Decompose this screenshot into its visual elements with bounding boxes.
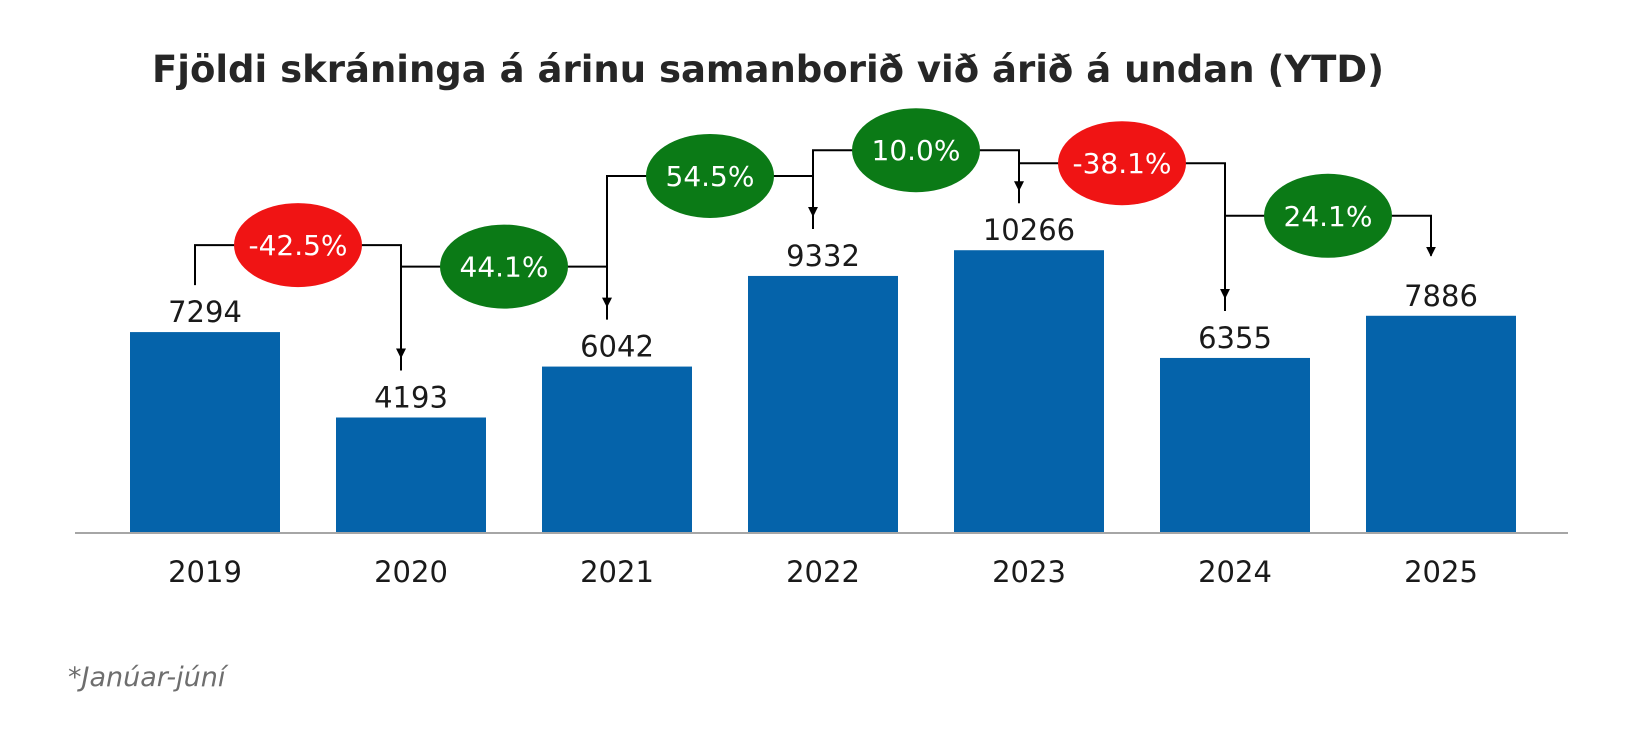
change-label-2019-2020: -42.5% — [248, 229, 347, 262]
bar-value-label-2025: 7886 — [1404, 279, 1478, 313]
bar-value-label-2021: 6042 — [580, 330, 654, 364]
bars-group: 7294 4193 6042 9332 10266 6355 7886 — [130, 213, 1516, 533]
x-tick-label-2024: 2024 — [1198, 555, 1272, 589]
bar-2023 — [954, 250, 1104, 533]
change-bubble-2024-2025 — [1264, 173, 1392, 258]
x-tick-label-2021: 2021 — [580, 555, 654, 589]
change-label-2023-2024: -38.1% — [1072, 147, 1171, 180]
x-tick-label-2023: 2023 — [992, 555, 1066, 589]
change-label-2022-2023: 10.0% — [872, 134, 961, 167]
footnote: *Janúar-júní — [68, 662, 229, 693]
bar-2020 — [336, 417, 486, 533]
change-connectors: -42.5% 44.1% 54.5% 10.0% -38.1% 24.1% — [194, 108, 1436, 371]
x-axis-ticks: 2019 2020 2021 2022 2023 2024 2025 — [168, 555, 1478, 589]
x-tick-label-2022: 2022 — [786, 555, 860, 589]
x-tick-label-2020: 2020 — [374, 555, 448, 589]
change-bubble-2019-2020 — [234, 203, 362, 288]
x-tick-label-2025: 2025 — [1404, 555, 1478, 589]
bar-2022 — [748, 275, 898, 533]
change-label-2024-2025: 24.1% — [1284, 200, 1373, 233]
bar-value-label-2020: 4193 — [374, 381, 448, 415]
change-bubble-2021-2022 — [646, 133, 774, 218]
x-tick-label-2019: 2019 — [168, 555, 242, 589]
chart-title: Fjöldi skráninga á árinu samanborið við … — [152, 48, 1384, 91]
change-label-2021-2022: 54.5% — [666, 160, 755, 193]
change-bubble-2023-2024 — [1058, 121, 1186, 206]
change-bubble-2022-2023 — [852, 108, 980, 193]
bar-value-label-2019: 7294 — [168, 295, 242, 329]
bar-2019 — [130, 332, 280, 533]
bar-2021 — [542, 366, 692, 533]
bar-value-label-2024: 6355 — [1198, 321, 1272, 355]
change-label-2020-2021: 44.1% — [460, 251, 549, 284]
bar-value-label-2022: 9332 — [786, 239, 860, 273]
bar-value-label-2023: 10266 — [983, 213, 1075, 247]
bar-2024 — [1160, 357, 1310, 533]
bar-2025 — [1366, 315, 1516, 533]
change-bubble-2020-2021 — [440, 224, 568, 309]
